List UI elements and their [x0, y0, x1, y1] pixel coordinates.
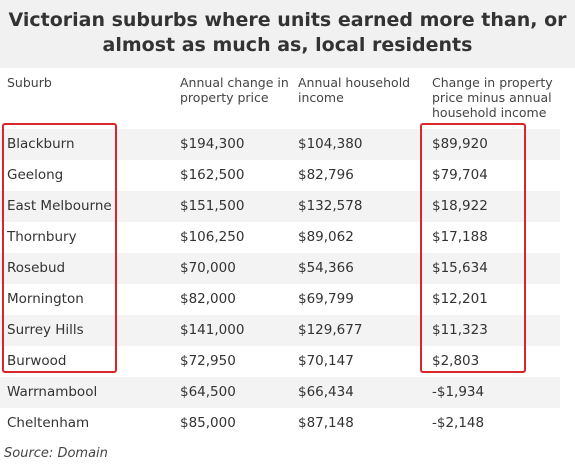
source-note: Source: Domain: [4, 446, 108, 461]
income-cell: $69,799: [298, 291, 354, 307]
table-row: Rosebud $70,000 $54,366 $15,634: [0, 253, 560, 284]
suburb-cell: Geelong: [7, 167, 64, 183]
price-change-cell: $70,000: [180, 260, 236, 276]
suburb-cell: Mornington: [7, 291, 84, 307]
price-change-cell: $64,500: [180, 384, 236, 400]
price-change-cell: $72,950: [180, 353, 236, 369]
price-change-cell: $194,300: [180, 136, 245, 152]
table-row: Blackburn $194,300 $104,380 $89,920: [0, 129, 560, 160]
suburb-cell: Warrnambool: [7, 384, 98, 400]
highlight-box-suburbs: [2, 123, 117, 373]
difference-cell: $11,323: [432, 322, 488, 338]
suburb-cell: Rosebud: [7, 260, 66, 276]
column-header-difference: Change in property price minus annual ho…: [432, 75, 553, 120]
suburb-cell: Surrey Hills: [7, 322, 84, 338]
income-cell: $54,366: [298, 260, 354, 276]
difference-cell: $17,188: [432, 229, 488, 245]
price-change-cell: $85,000: [180, 415, 236, 431]
difference-cell: $2,803: [432, 353, 480, 369]
column-header-household-income: Annual household income: [298, 75, 411, 105]
difference-cell: $12,201: [432, 291, 488, 307]
price-change-cell: $82,000: [180, 291, 236, 307]
table-row: Geelong $162,500 $82,796 $79,704: [0, 160, 560, 191]
table-row: East Melbourne $151,500 $132,578 $18,922: [0, 191, 560, 222]
income-cell: $87,148: [298, 415, 354, 431]
table-title: Victorian suburbs where units earned mor…: [8, 9, 567, 56]
difference-cell: -$2,148: [432, 415, 485, 431]
column-header-price-change: Annual change in property price: [180, 75, 289, 105]
price-change-cell: $106,250: [180, 229, 245, 245]
price-change-cell: $141,000: [180, 322, 245, 338]
suburb-cell: Thornbury: [7, 229, 77, 245]
title-band: Victorian suburbs where units earned mor…: [0, 0, 575, 68]
table-row: Thornbury $106,250 $89,062 $17,188: [0, 222, 560, 253]
difference-cell: $18,922: [432, 198, 488, 214]
price-change-cell: $162,500: [180, 167, 245, 183]
income-cell: $129,677: [298, 322, 363, 338]
table-row: Cheltenham $85,000 $87,148 -$2,148: [0, 408, 560, 439]
difference-cell: -$1,934: [432, 384, 485, 400]
table-row: Burwood $72,950 $70,147 $2,803: [0, 346, 560, 377]
income-cell: $104,380: [298, 136, 363, 152]
suburb-cell: Blackburn: [7, 136, 75, 152]
difference-cell: $89,920: [432, 136, 488, 152]
income-cell: $66,434: [298, 384, 354, 400]
suburb-cell: Burwood: [7, 353, 67, 369]
column-header-suburb: Suburb: [7, 75, 52, 90]
table-row: Warrnambool $64,500 $66,434 -$1,934: [0, 377, 560, 408]
price-change-cell: $151,500: [180, 198, 245, 214]
difference-cell: $15,634: [432, 260, 488, 276]
difference-cell: $79,704: [432, 167, 488, 183]
highlight-box-difference: [420, 123, 526, 373]
income-cell: $70,147: [298, 353, 354, 369]
table-row: Mornington $82,000 $69,799 $12,201: [0, 284, 560, 315]
income-cell: $82,796: [298, 167, 354, 183]
suburb-cell: Cheltenham: [7, 415, 90, 431]
suburb-cell: East Melbourne: [7, 198, 112, 214]
table-row: Surrey Hills $141,000 $129,677 $11,323: [0, 315, 560, 346]
income-cell: $89,062: [298, 229, 354, 245]
income-cell: $132,578: [298, 198, 363, 214]
